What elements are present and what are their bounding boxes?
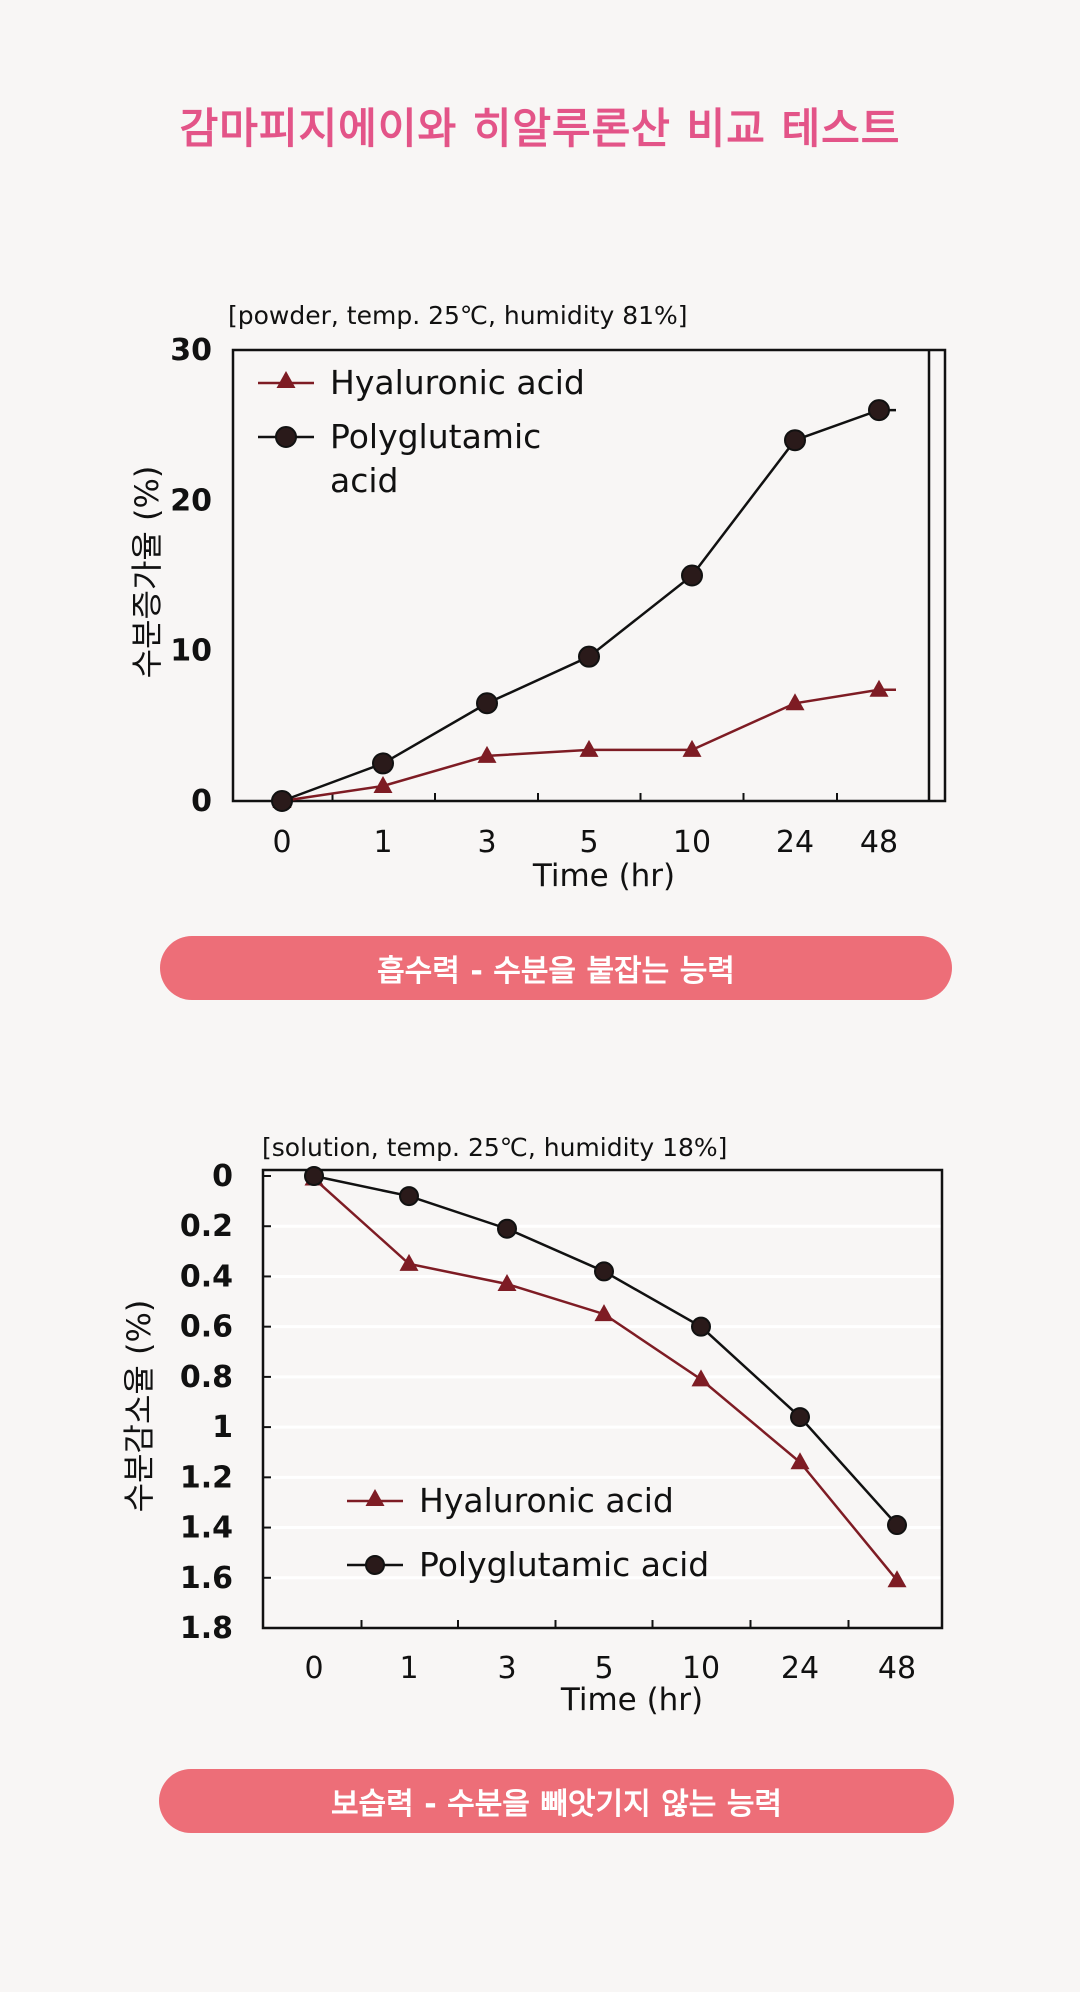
x-tick-label: 3 [477, 825, 496, 860]
chart-subtitle: [powder, temp. 25℃, humidity 81%] [228, 301, 688, 330]
data-point-polyglutamic [578, 645, 600, 668]
y-tick-label: 1.2 [180, 1460, 233, 1495]
y-tick-label: 1.6 [180, 1561, 233, 1596]
legend-label: Hyaluronic acid [419, 1481, 674, 1520]
y-tick-label: 0.2 [180, 1209, 233, 1244]
y-tick-label: 0.6 [180, 1310, 233, 1345]
data-point-polyglutamic [399, 1186, 419, 1207]
x-tick-label: 5 [594, 1651, 613, 1686]
data-point-hyaluronic [691, 1369, 711, 1387]
data-point-hyaluronic [887, 1570, 907, 1588]
y-tick-label: 20 [170, 483, 212, 518]
data-point-polyglutamic [681, 564, 703, 587]
plot-frame [231, 348, 947, 803]
x-tick-label: 0 [304, 1651, 323, 1686]
y-tick-label: 10 [170, 634, 212, 669]
x-tick-label: 48 [860, 825, 898, 860]
data-point-polyglutamic [887, 1515, 907, 1536]
x-tick-label: 1 [373, 825, 392, 860]
legend-label: Polyglutamic acid [330, 417, 541, 500]
y-tick-label: 1.4 [180, 1511, 233, 1546]
retention-caption: 보습력 - 수분을 빼앗기지 않는 능력 [159, 1769, 954, 1833]
plot-frame [261, 1168, 944, 1630]
legend-marker-polyglutamic [275, 426, 297, 448]
legend-label: Polyglutamic acid [419, 1545, 709, 1584]
y-axis-label: 수분감소율 (%) [120, 1300, 158, 1513]
x-tick-label: 24 [776, 825, 814, 860]
x-tick-label: 1 [399, 1651, 418, 1686]
data-point-hyaluronic [790, 1452, 810, 1470]
x-tick-label: 5 [579, 825, 598, 860]
data-point-hyaluronic [869, 679, 889, 697]
data-point-polyglutamic [790, 1407, 810, 1428]
series-line-hyaluronic [313, 1177, 898, 1582]
data-point-hyaluronic [579, 739, 599, 757]
data-point-polyglutamic [784, 429, 806, 452]
data-point-polyglutamic [594, 1261, 614, 1282]
data-point-hyaluronic [399, 1253, 419, 1271]
x-tick-label: 24 [781, 1651, 819, 1686]
legend-marker-hyaluronic [365, 1489, 385, 1506]
data-point-hyaluronic [373, 775, 393, 793]
data-point-polyglutamic [476, 692, 498, 715]
y-tick-label: 0.4 [180, 1259, 233, 1294]
x-tick-label: 10 [682, 1651, 720, 1686]
data-point-polyglutamic [304, 1166, 324, 1186]
page-title: 감마피지에이와 히알루론산 비교 테스트 [179, 104, 901, 153]
x-tick-label: 0 [272, 825, 291, 860]
y-axis-label: 수분증가율 (%) [128, 466, 166, 679]
series-line-polyglutamic [281, 408, 896, 803]
y-tick-label: 1.8 [180, 1611, 233, 1646]
y-tick-label: 1 [212, 1410, 233, 1445]
y-tick-label: 0.8 [180, 1360, 233, 1395]
data-point-hyaluronic [682, 739, 702, 757]
x-tick-label: 3 [497, 1651, 516, 1686]
legend-marker-polyglutamic [365, 1555, 385, 1575]
data-point-polyglutamic [691, 1316, 711, 1337]
absorption-caption: 흡수력 - 수분을 붙잡는 능력 [160, 936, 952, 1000]
data-point-hyaluronic [594, 1304, 614, 1322]
x-tick-label: 10 [673, 825, 711, 860]
legend-marker-hyaluronic [276, 371, 296, 388]
x-axis-label: Time (hr) [532, 858, 675, 894]
data-point-hyaluronic [497, 1273, 517, 1291]
y-tick-label: 0 [191, 784, 212, 819]
x-axis-label: Time (hr) [560, 1682, 703, 1718]
chart-subtitle: [solution, temp. 25℃, humidity 18%] [262, 1133, 727, 1162]
data-point-polyglutamic [271, 790, 293, 812]
series-line-hyaluronic [281, 688, 896, 803]
data-point-polyglutamic [372, 752, 394, 775]
data-point-hyaluronic [785, 693, 805, 711]
y-tick-label: 0 [212, 1159, 233, 1194]
moisture-retention-chart: [solution, temp. 25℃, humidity 18%] 0 0.2 0… [120, 1133, 944, 1718]
legend-label: Hyaluronic acid [330, 363, 585, 402]
data-point-polyglutamic [497, 1218, 517, 1239]
absorption-chart: [powder, temp. 25℃, humidity 81%]0102030… [128, 301, 947, 894]
data-point-polyglutamic [868, 399, 890, 422]
x-tick-label: 48 [878, 1651, 916, 1686]
data-point-hyaluronic [477, 745, 497, 763]
y-tick-label: 30 [170, 333, 212, 368]
